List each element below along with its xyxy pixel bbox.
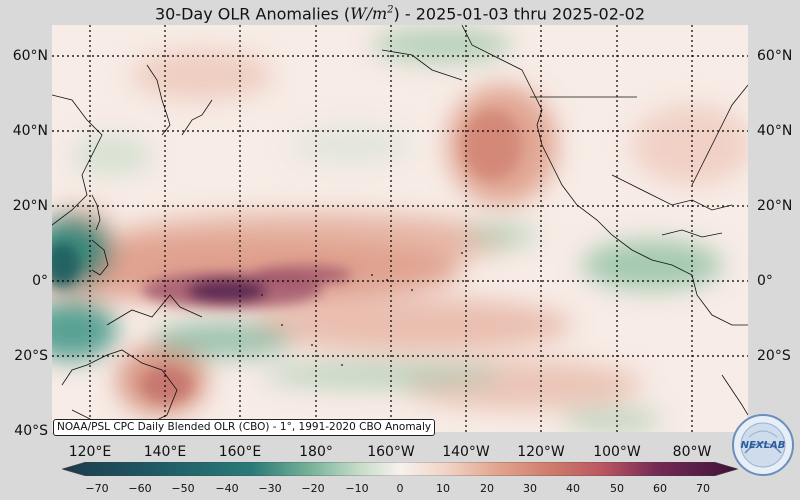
lat-label-40s: 40°S bbox=[14, 423, 48, 439]
anomaly-map bbox=[52, 25, 748, 432]
lon-label-140e: 140°E bbox=[143, 444, 187, 460]
colorbar-tick: −50 bbox=[171, 482, 195, 495]
colorbar-tick: 30 bbox=[523, 482, 537, 495]
lat-label-20n-right: 20°N bbox=[757, 198, 793, 214]
colorbar-tick: −40 bbox=[215, 482, 239, 495]
colorbar-tick: −70 bbox=[85, 482, 109, 495]
colorbar-tick: 20 bbox=[480, 482, 494, 495]
chart-title: 30-Day OLR Anomalies (W/m2) - 2025-01-03… bbox=[154, 4, 646, 24]
colorbar-tick: −10 bbox=[345, 482, 369, 495]
colorbar-tick: 40 bbox=[566, 482, 580, 495]
lat-label-40n-right: 40°N bbox=[757, 123, 793, 139]
lon-label-120e: 120°E bbox=[68, 444, 112, 460]
colorbar-tick: 50 bbox=[610, 482, 624, 495]
colorbar-tick: −60 bbox=[128, 482, 152, 495]
anomaly-field bbox=[52, 25, 748, 432]
logo-text: NEXLAB bbox=[741, 440, 786, 451]
colorbar-tick: 70 bbox=[696, 482, 710, 495]
lat-label-40n: 40°N bbox=[12, 123, 48, 139]
lon-label-80w: 80°W bbox=[672, 444, 712, 460]
lat-label-60n: 60°N bbox=[12, 48, 48, 64]
lon-label-160w: 160°W bbox=[367, 444, 415, 460]
colorbar-tick: 0 bbox=[396, 482, 404, 495]
lat-label-60n-right: 60°N bbox=[757, 48, 793, 64]
lat-label-0-right: 0° bbox=[757, 273, 773, 289]
lon-label-160e: 160°E bbox=[218, 444, 262, 460]
lat-label-20n: 20°N bbox=[12, 198, 48, 214]
colorbar bbox=[62, 462, 738, 476]
colorbar-tick: 60 bbox=[653, 482, 667, 495]
colorbar-tick: −30 bbox=[258, 482, 282, 495]
lon-label-180: 180° bbox=[299, 444, 333, 460]
lat-label-20s-right: 20°S bbox=[757, 348, 791, 364]
lon-label-120w: 120°W bbox=[517, 444, 565, 460]
lon-label-100w: 100°W bbox=[593, 444, 641, 460]
colorbar-tick: 10 bbox=[436, 482, 450, 495]
lat-label-20s: 20°S bbox=[14, 348, 48, 364]
lat-label-0: 0° bbox=[32, 273, 48, 289]
lon-label-140w: 140°W bbox=[442, 444, 490, 460]
data-source-credit: NOAA/PSL CPC Daily Blended OLR (CBO) - 1… bbox=[53, 419, 436, 436]
nexlab-logo: NEXLAB bbox=[732, 414, 794, 476]
colorbar-tick: −20 bbox=[301, 482, 325, 495]
